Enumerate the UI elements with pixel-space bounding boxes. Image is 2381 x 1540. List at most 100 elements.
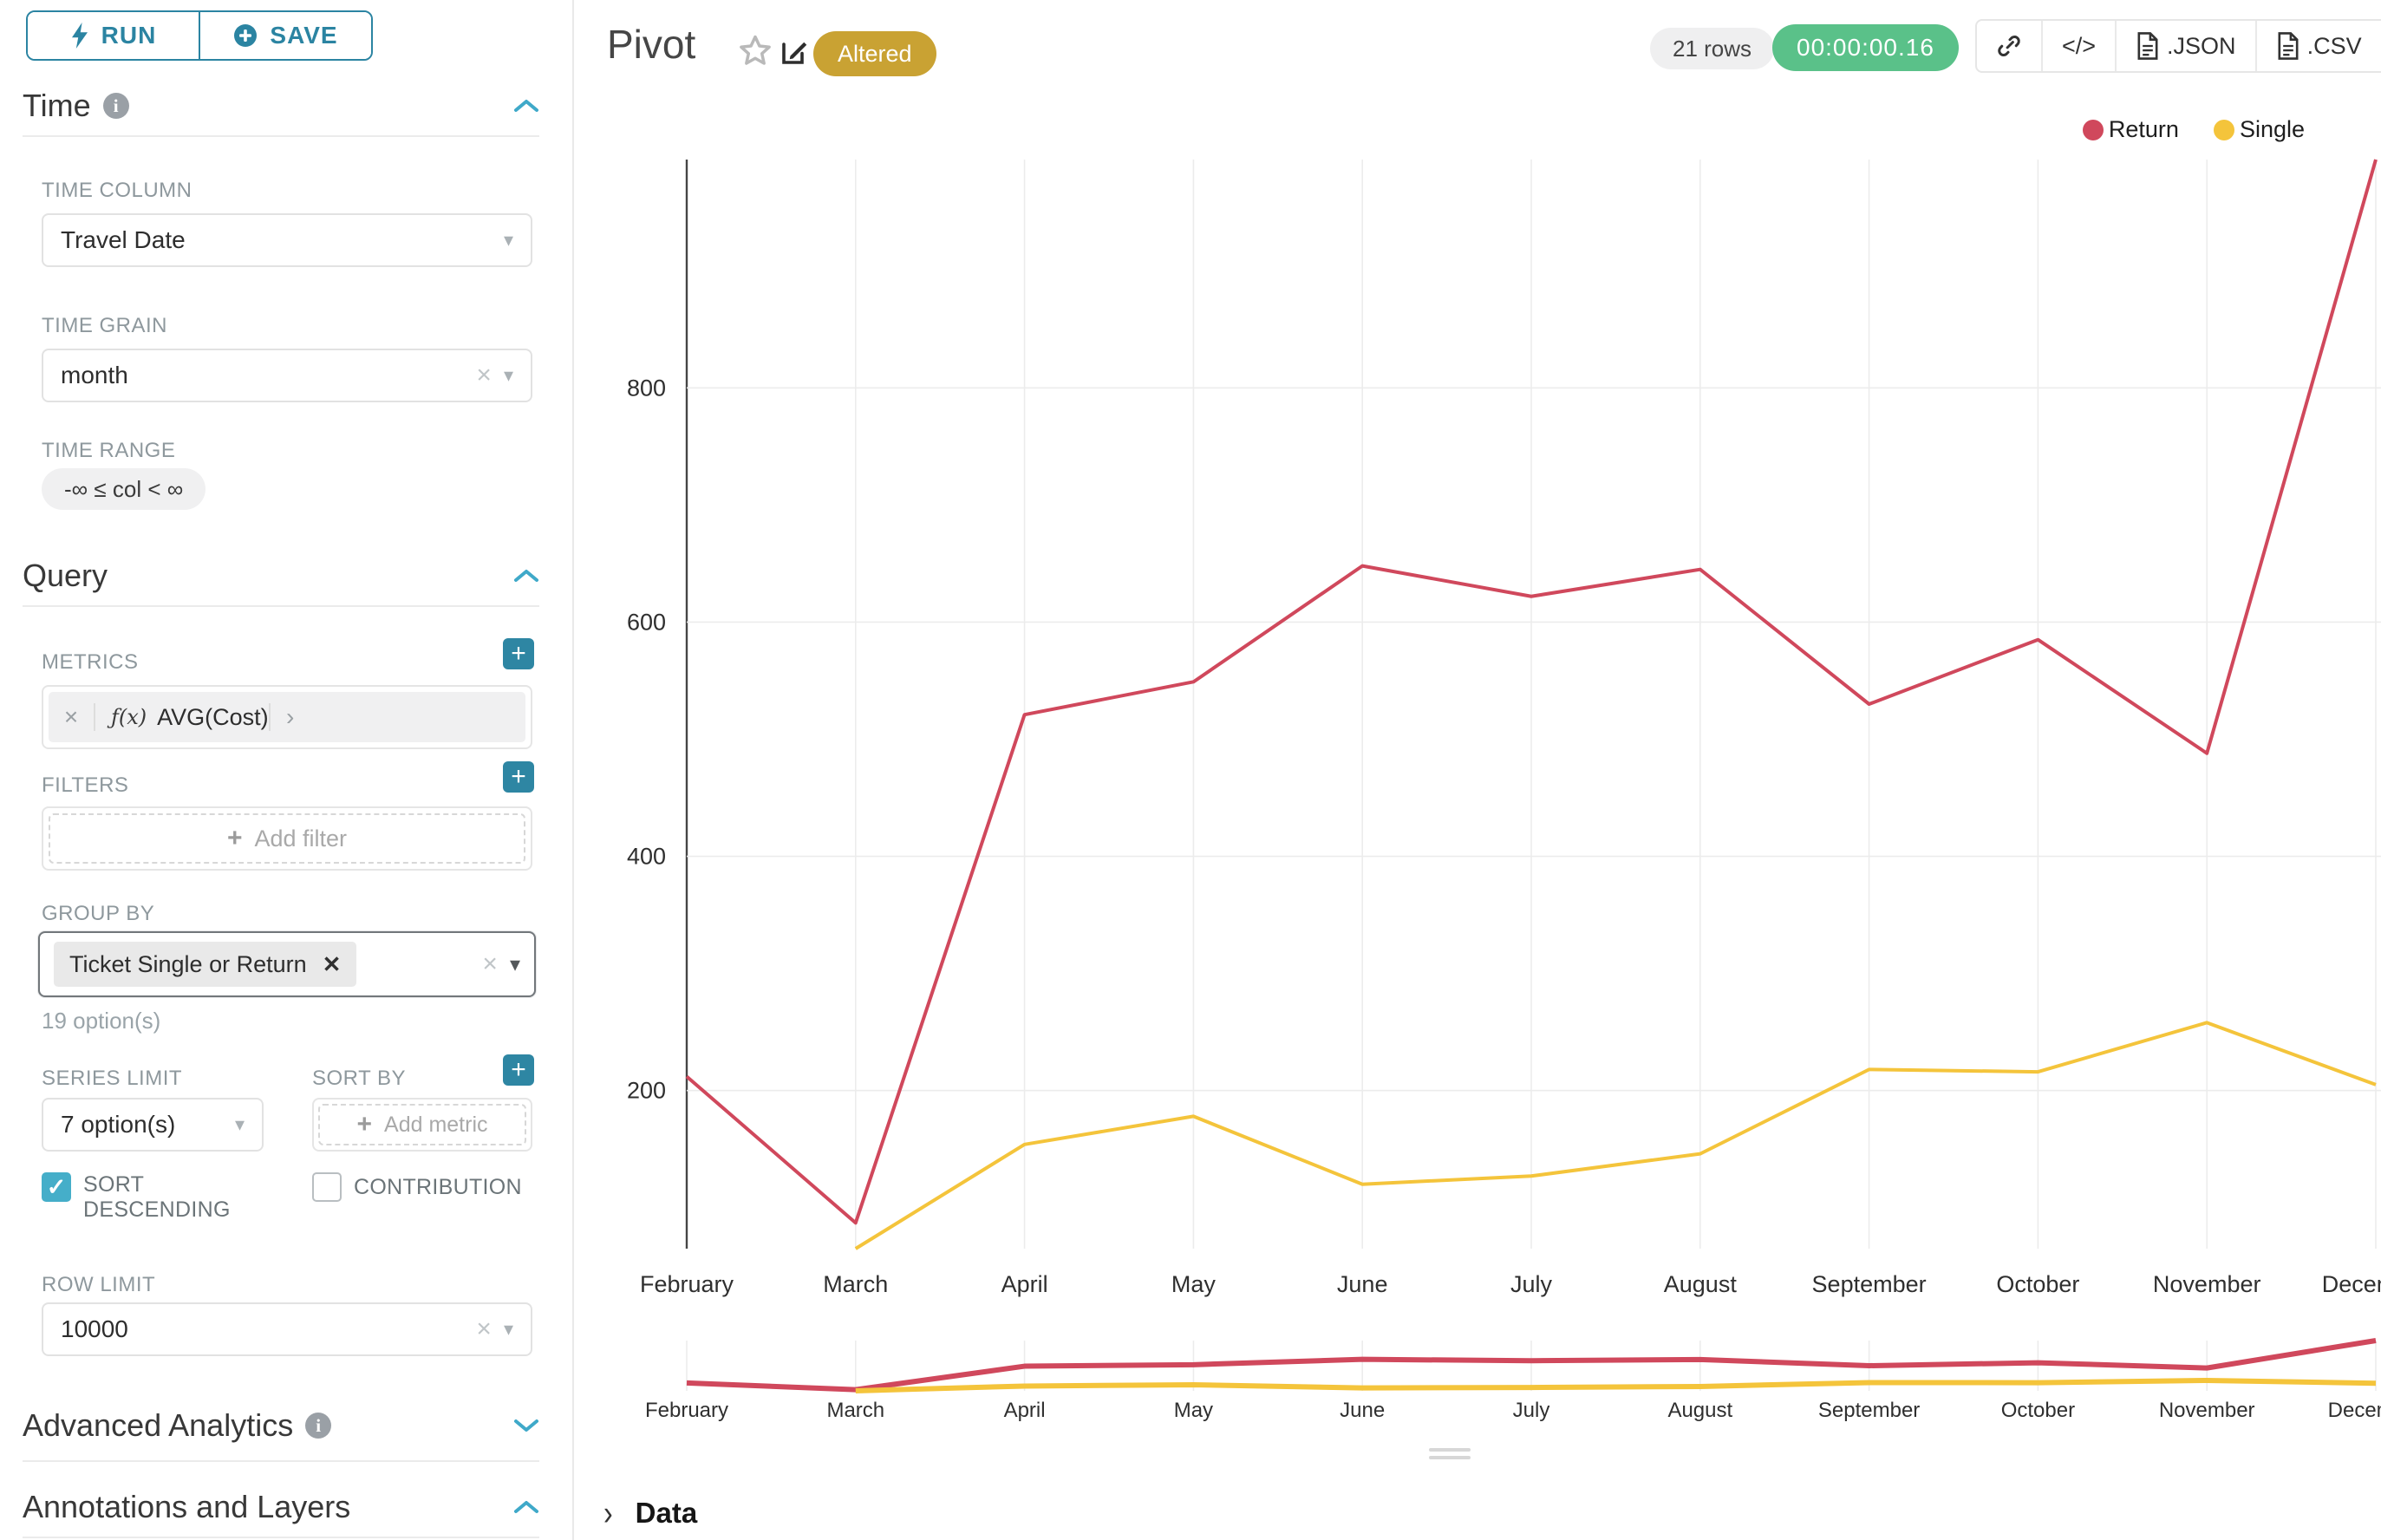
chevron-down-icon[interactable] [513,1418,539,1433]
info-icon: i [102,93,129,119]
add-filter-dropzone[interactable]: + Add filter [49,813,525,864]
chevron-down-icon: ▾ [234,1113,245,1135]
chart-title: Pivot [607,22,696,67]
metric-name: AVG(Cost) [157,703,269,730]
altered-badge[interactable]: Altered [813,31,936,76]
add-filter-button[interactable]: + [503,761,534,793]
time-grain-label: TIME GRAIN [42,314,168,337]
data-section-toggle[interactable]: › Data [603,1493,697,1532]
chevron-right-icon[interactable]: › [268,703,310,731]
group-by-options-hint: 19 option(s) [42,1008,161,1034]
json-label: .JSON [2167,32,2236,59]
divider [23,1537,539,1538]
time-section-header[interactable]: Time i [23,87,539,125]
divider [23,1460,539,1462]
legend-label: Return [2108,116,2179,142]
contribution-control[interactable]: CONTRIBUTION [312,1172,522,1202]
x-tick-label: August [1667,1399,1732,1422]
lightning-icon [71,23,88,49]
x-tick-label: September [1818,1399,1920,1422]
altered-badge-label: Altered [838,40,912,67]
view-query-button[interactable]: </> [2041,21,2115,71]
share-link-button[interactable] [1977,21,2041,71]
edit-pencil-icon[interactable] [779,36,810,68]
clear-icon[interactable]: × [482,949,498,978]
sort-descending-control[interactable]: ✓ SORT DESCENDING [42,1172,267,1223]
panel-divider[interactable] [572,0,574,1540]
checkbox-empty-icon[interactable] [312,1172,342,1202]
x-tick-label: July [1513,1399,1550,1422]
time-column-select[interactable]: Travel Date ▾ [42,213,532,267]
query-timer-value: 00:00:00.16 [1797,34,1934,61]
chevron-down-icon: ▾ [503,1318,513,1340]
x-tick-label: November [2159,1399,2255,1422]
export-csv-button[interactable]: .CSV [2254,21,2381,71]
save-label: SAVE [270,22,338,49]
add-sort-metric-button[interactable]: + [503,1054,534,1086]
x-tick-label: August [1664,1271,1738,1297]
favorite-star-icon[interactable] [737,33,773,69]
legend-dot [2213,119,2234,140]
annotations-title: Annotations and Layers [23,1489,351,1524]
x-tick-label: March [826,1399,884,1422]
query-section-header[interactable]: Query [23,557,539,595]
x-tick-label: October [1996,1271,2079,1297]
fx-icon: ƒ(x) [111,705,147,729]
metrics-label: METRICS [42,650,139,674]
contribution-label: CONTRIBUTION [354,1174,522,1199]
sort-descending-label: SORT DESCENDING [83,1172,231,1222]
save-button[interactable]: SAVE [199,12,371,59]
export-json-button[interactable]: .JSON [2115,21,2255,71]
series-line-single[interactable] [854,1021,2377,1250]
clear-icon[interactable]: × [476,361,492,389]
series-line-return[interactable] [685,159,2378,1225]
time-range-pill[interactable]: -∞ ≤ col < ∞ [42,468,206,510]
brush-preview-chart[interactable]: February March April May June July August Septe… [573,1327,2381,1439]
resize-handle[interactable] [1429,1448,1471,1460]
row-limit-select[interactable]: 10000 × ▾ [42,1302,532,1356]
chevron-up-icon[interactable] [513,98,539,114]
series-line-return[interactable] [686,1338,2377,1393]
chevron-up-icon[interactable] [513,1499,539,1515]
add-metric-button[interactable]: + [503,638,534,669]
clear-icon[interactable]: × [476,1315,492,1343]
x-tick-label: September [1812,1271,1927,1297]
legend-item-return[interactable]: Return [2082,116,2179,143]
checkbox-checked-icon[interactable]: ✓ [42,1172,71,1202]
chevron-up-icon[interactable] [513,568,539,584]
x-tick-label: June [1337,1271,1388,1297]
y-tick-label: 600 [627,609,666,635]
remove-tag-icon[interactable]: ✕ [322,950,342,977]
x-tick-label: April [1004,1399,1046,1422]
run-button[interactable]: RUN [28,12,199,59]
metric-pill[interactable]: × ƒ(x) AVG(Cost) › [49,692,525,742]
time-column-value: Travel Date [61,226,186,253]
series-limit-select[interactable]: 7 option(s) ▾ [42,1098,264,1152]
chevron-right-icon: › [603,1492,613,1532]
add-filter-placeholder: Add filter [254,825,348,852]
chevron-down-icon: ▾ [509,952,520,976]
divider [23,135,539,137]
row-limit-value: 10000 [61,1315,128,1342]
annotations-header[interactable]: Annotations and Layers [23,1488,539,1526]
query-timer-badge: 00:00:00.16 [1772,24,1959,71]
series-line-single[interactable] [855,1377,2377,1393]
info-icon: i [305,1413,332,1439]
file-icon [2137,32,2158,60]
export-toolbar: </> .JSON .CSV [1975,19,2381,73]
add-sort-metric-dropzone[interactable]: + Add metric [318,1104,526,1145]
advanced-analytics-header[interactable]: Advanced Analytics i [23,1406,539,1445]
chart-legend: Return Single [2082,116,2305,143]
x-tick-label: June [1340,1399,1385,1422]
group-by-select[interactable]: Ticket Single or Return ✕ × ▾ [38,931,536,997]
file-icon [2278,32,2299,60]
remove-metric-icon[interactable]: × [49,703,95,731]
row-count-label: 21 rows [1673,35,1752,62]
group-by-tag: Ticket Single or Return ✕ [54,942,357,987]
time-grain-select[interactable]: month × ▾ [42,349,532,402]
x-tick-label: May [1171,1271,1217,1297]
legend-item-single[interactable]: Single [2213,116,2305,143]
x-tick-label: May [1174,1399,1213,1422]
x-tick-label: March [823,1271,888,1297]
line-chart[interactable]: 200 400 600 800 February March April May June Jul… [573,130,2381,1301]
